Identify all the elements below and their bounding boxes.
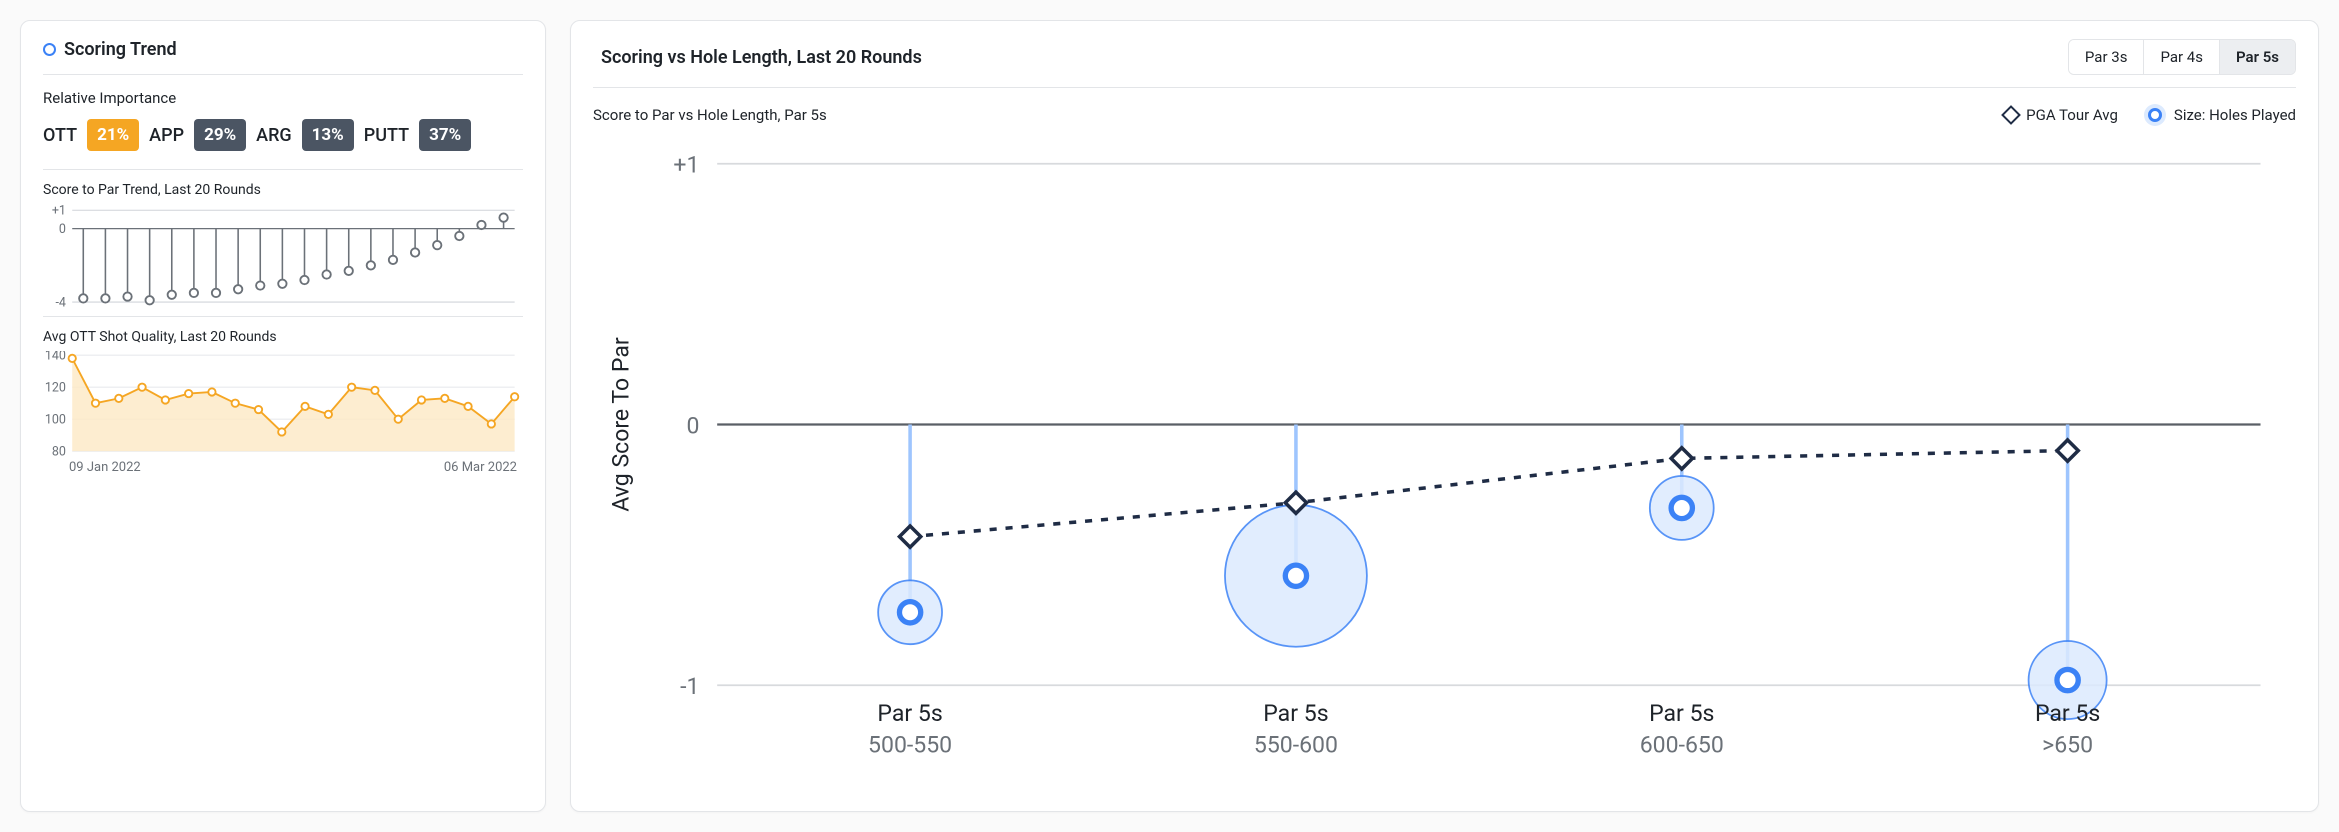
date-end: 06 Mar 2022	[444, 460, 517, 475]
svg-text:>650: >650	[2042, 732, 2093, 759]
legend-pga: PGA Tour Avg	[2004, 106, 2118, 124]
par-tabs: Par 3sPar 4sPar 5s	[2068, 39, 2296, 75]
importance-label: ARG	[256, 125, 292, 146]
scoring-trend-title-text: Scoring Trend	[64, 39, 177, 60]
svg-text:+1: +1	[52, 204, 66, 218]
scoring-trend-card: Scoring Trend Relative Importance OTT 21%…	[20, 20, 546, 812]
tab-par[interactable]: Par 4s	[2143, 40, 2219, 74]
relative-importance-label: Relative Importance	[43, 89, 523, 107]
ott-chart-title: Avg OTT Shot Quality, Last 20 Rounds	[43, 329, 523, 345]
divider	[43, 169, 523, 170]
bullet-icon	[43, 43, 56, 56]
date-start: 09 Jan 2022	[69, 460, 141, 475]
svg-text:0: 0	[59, 222, 66, 237]
importance-pill: 13%	[302, 119, 354, 151]
importance-label: PUTT	[364, 125, 409, 146]
legend-pga-label: PGA Tour Avg	[2026, 106, 2118, 124]
importance-row: OTT 21% APP 29% ARG 13% PUTT 37%	[43, 119, 523, 151]
scoring-vs-length-title-text: Scoring vs Hole Length, Last 20 Rounds	[601, 47, 922, 68]
importance-pill: 21%	[87, 119, 139, 151]
legend-size: Size: Holes Played	[2144, 104, 2296, 126]
svg-text:0: 0	[686, 412, 699, 439]
chart-subtitle: Score to Par vs Hole Length, Par 5s	[593, 106, 827, 124]
importance-pill: 37%	[419, 119, 471, 151]
svg-text:120: 120	[45, 381, 66, 396]
right-card-header: Scoring vs Hole Length, Last 20 Rounds P…	[593, 39, 2296, 88]
diamond-icon	[2001, 105, 2021, 125]
score-vs-length-chart: +1 0 -1 Avg Score To Par Par 5s 500-550 Par 5s…	[593, 146, 2296, 785]
svg-text:140: 140	[45, 351, 66, 363]
svg-text:Par 5s: Par 5s	[877, 700, 942, 727]
legend-size-label: Size: Holes Played	[2174, 106, 2296, 124]
svg-text:-1: -1	[680, 673, 699, 700]
importance-label: OTT	[43, 125, 77, 146]
scoring-trend-title: Scoring Trend	[43, 39, 523, 75]
scoring-vs-length-title: Scoring vs Hole Length, Last 20 Rounds	[593, 47, 922, 68]
svg-text:+1: +1	[673, 152, 699, 179]
scoring-vs-length-card: Scoring vs Hole Length, Last 20 Rounds P…	[570, 20, 2319, 812]
svg-text:80: 80	[52, 445, 66, 456]
dashboard-row: Scoring Trend Relative Importance OTT 21%…	[0, 0, 2339, 832]
svg-text:Avg Score To Par: Avg Score To Par	[607, 337, 634, 512]
ring-icon	[2144, 104, 2166, 126]
svg-text:-4: -4	[55, 295, 65, 308]
tab-par[interactable]: Par 3s	[2069, 40, 2144, 74]
score-trend-chart: +1 0 -4	[43, 204, 523, 308]
tab-par[interactable]: Par 5s	[2219, 40, 2295, 74]
svg-text:100: 100	[45, 413, 66, 428]
importance-pill: 29%	[194, 119, 246, 151]
subheader-row: Score to Par vs Hole Length, Par 5s PGA …	[593, 104, 2296, 126]
svg-text:Par 5s: Par 5s	[1649, 700, 1714, 727]
svg-text:Par 5s: Par 5s	[1263, 700, 1328, 727]
svg-text:500-550: 500-550	[868, 732, 952, 759]
score-trend-chart-title: Score to Par Trend, Last 20 Rounds	[43, 182, 523, 198]
date-range: 09 Jan 2022 06 Mar 2022	[43, 456, 523, 475]
legend: PGA Tour Avg Size: Holes Played	[2004, 104, 2296, 126]
ott-quality-chart: 140 120 100 80	[43, 351, 523, 455]
svg-text:600-650: 600-650	[1640, 732, 1724, 759]
svg-text:550-600: 550-600	[1254, 732, 1338, 759]
svg-text:Par 5s: Par 5s	[2035, 700, 2100, 727]
divider	[43, 316, 523, 317]
importance-label: APP	[149, 125, 184, 146]
